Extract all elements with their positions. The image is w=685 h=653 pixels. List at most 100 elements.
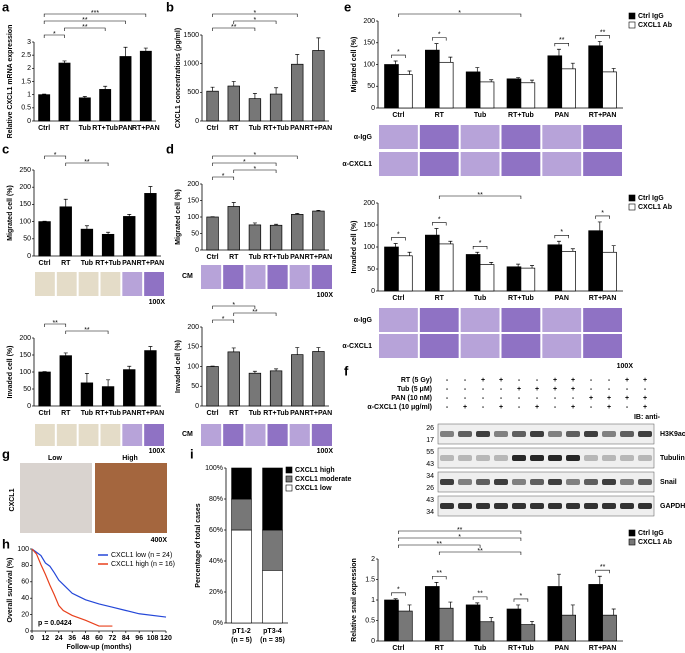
micrograph xyxy=(379,152,418,176)
error-bar xyxy=(516,263,521,267)
y-tick-label: 20% xyxy=(209,589,223,596)
x-tick-label: 72 xyxy=(109,635,117,642)
y-tick-label: 0.5 xyxy=(21,105,31,112)
bar xyxy=(547,586,563,642)
condition-sign: + xyxy=(535,386,539,393)
bar xyxy=(80,382,94,407)
bar xyxy=(506,266,522,292)
error-bar xyxy=(106,379,111,387)
stacked-segment xyxy=(231,498,252,531)
condition-sign: - xyxy=(554,395,557,402)
blot-band xyxy=(566,455,580,461)
significance-bracket xyxy=(212,319,235,323)
y-tick-label: 40 xyxy=(21,595,29,602)
pair-bracket xyxy=(432,222,447,226)
blot-band xyxy=(476,479,490,485)
micrograph xyxy=(542,152,582,176)
error-bar xyxy=(489,617,494,622)
legend-label: CXCL1 Ab xyxy=(638,204,672,211)
legend-swatch xyxy=(628,194,636,202)
blot-band xyxy=(638,479,652,485)
bar xyxy=(80,228,94,257)
significance-bracket xyxy=(233,20,277,24)
condition-sign: - xyxy=(446,395,449,402)
y-tick-label: 200 xyxy=(363,18,375,25)
y-tick-label: 200 xyxy=(19,184,31,191)
micrograph xyxy=(583,334,622,358)
condition-sign: + xyxy=(517,386,521,393)
x-tick-label: RT xyxy=(61,410,71,417)
pair-label: ** xyxy=(600,29,606,36)
significance-bracket xyxy=(398,544,481,548)
error-bar xyxy=(393,60,398,65)
error-bar xyxy=(475,67,480,72)
bar xyxy=(425,49,440,109)
y-tick-label: 0 xyxy=(27,403,31,410)
blot-band xyxy=(440,479,454,485)
x-tick-label: RT+Tub xyxy=(95,260,121,267)
error-bar xyxy=(489,262,494,265)
error-bar xyxy=(127,365,132,370)
y-tick-label: 0 xyxy=(371,288,375,295)
significance-label: ** xyxy=(84,159,90,166)
condition-sign: + xyxy=(607,395,611,402)
x-tick-label: RT+Tub xyxy=(508,112,534,119)
significance-label: ** xyxy=(82,17,88,24)
significance-bracket xyxy=(398,537,522,541)
error-bar xyxy=(84,373,89,383)
y-axis-label: Overall survival (%) xyxy=(7,558,14,623)
error-bar xyxy=(475,602,480,605)
x-tick-label: 60 xyxy=(95,635,103,642)
y-axis-label: Migrated cell (%) xyxy=(351,37,358,93)
bar xyxy=(438,607,454,642)
error-bar xyxy=(611,608,616,616)
condition-sign: - xyxy=(608,386,611,393)
blot-band xyxy=(584,479,598,485)
legend-swatch xyxy=(285,484,293,492)
condition-sign: - xyxy=(536,377,539,384)
blot-band xyxy=(476,503,490,509)
error-bar xyxy=(597,221,602,231)
bar xyxy=(479,264,495,292)
y-tick-label: 1.5 xyxy=(21,78,31,85)
condition-sign: + xyxy=(589,395,593,402)
micrograph xyxy=(56,272,77,296)
error-bar xyxy=(143,47,148,52)
significance-label: ** xyxy=(477,192,483,199)
legend-swatch xyxy=(628,529,636,537)
error-bar xyxy=(316,347,321,352)
error-bar xyxy=(295,54,300,65)
y-tick-label: 1.5 xyxy=(365,576,375,583)
stacked-segment xyxy=(262,467,283,531)
significance-bracket xyxy=(64,27,106,31)
blot-band xyxy=(584,503,598,509)
error-bar xyxy=(84,225,89,230)
pair-bracket xyxy=(391,54,406,59)
y-tick-label: 200 xyxy=(363,200,375,207)
x-tick-label: RT+Tub xyxy=(263,125,289,132)
micrograph xyxy=(583,152,622,176)
condition-sign: - xyxy=(554,404,557,411)
error-bar xyxy=(231,81,236,87)
significance-bracket xyxy=(212,155,298,159)
error-bar xyxy=(434,43,439,51)
marker-label: 17 xyxy=(426,437,434,444)
y-tick-label: 100 xyxy=(363,61,375,68)
bar xyxy=(425,234,440,292)
bar xyxy=(59,355,72,407)
panel-letter: c xyxy=(2,141,9,156)
y-tick-label: 1 xyxy=(371,597,375,604)
bar xyxy=(547,55,563,109)
bar xyxy=(465,604,481,642)
x-tick-label: RT xyxy=(229,254,239,261)
band-label: GAPDH xyxy=(660,503,685,510)
y-tick-label: 2 xyxy=(371,556,375,563)
micrograph xyxy=(289,265,310,289)
pair-label: * xyxy=(397,587,400,594)
micrograph xyxy=(201,265,222,289)
blot-band xyxy=(512,431,526,437)
cm-label: CM xyxy=(182,273,193,280)
significance-bracket xyxy=(212,13,298,17)
bar xyxy=(520,624,536,642)
y-tick-label: 100% xyxy=(205,465,223,472)
